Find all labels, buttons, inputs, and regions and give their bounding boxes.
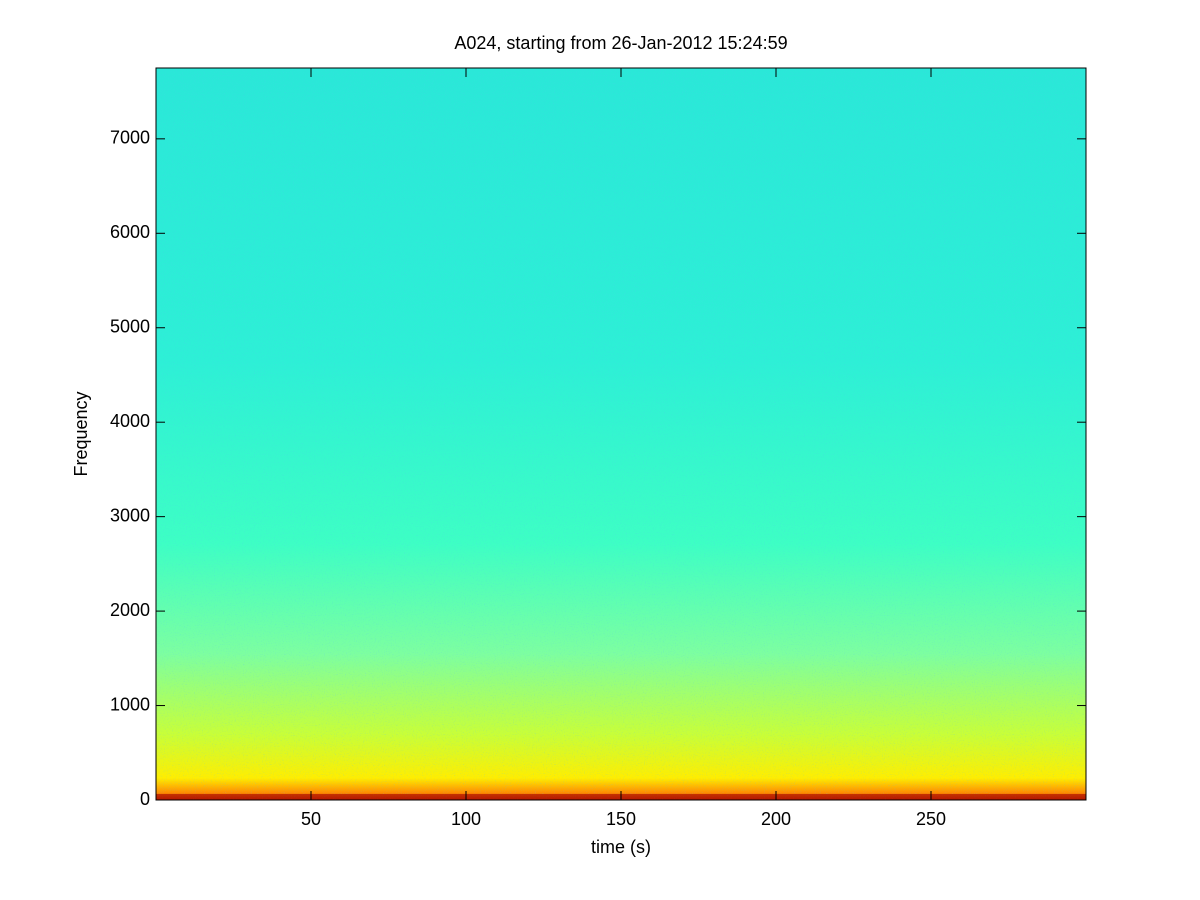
y-tick-label: 2000: [110, 600, 150, 620]
y-axis-label: Frequency: [71, 391, 91, 476]
x-tick-label: 250: [916, 809, 946, 829]
y-tick-label: 7000: [110, 128, 150, 148]
y-tick-label: 4000: [110, 411, 150, 431]
y-tick-label: 0: [140, 789, 150, 809]
x-tick-label: 50: [301, 809, 321, 829]
x-tick-label: 200: [761, 809, 791, 829]
plot-field: [155, 67, 1087, 801]
chart-title: A024, starting from 26-Jan-2012 15:24:59: [454, 33, 787, 53]
y-tick-label: 6000: [110, 222, 150, 242]
x-tick-label: 100: [451, 809, 481, 829]
y-tick-label: 3000: [110, 505, 150, 525]
y-tick-label: 1000: [110, 694, 150, 714]
x-axis-label: time (s): [591, 837, 651, 857]
y-tick-label: 5000: [110, 316, 150, 336]
x-tick-label: 150: [606, 809, 636, 829]
